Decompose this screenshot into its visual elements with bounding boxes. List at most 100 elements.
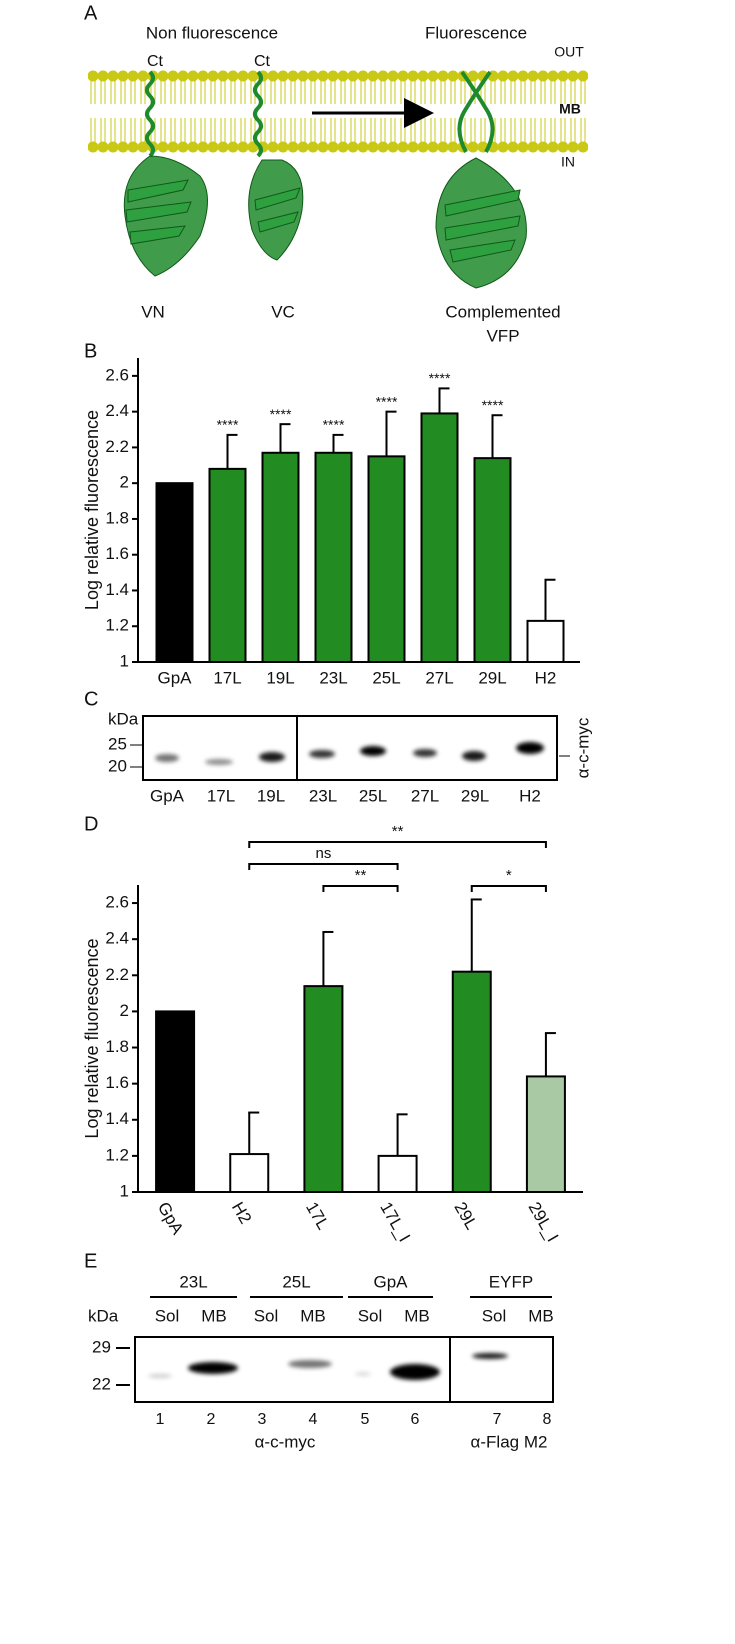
bar: [473, 457, 512, 663]
marker-label: 22: [92, 1374, 111, 1393]
x-tick-label: H2: [228, 1199, 255, 1227]
antibody-label: α-c-myc: [573, 717, 592, 778]
bar: [155, 482, 194, 664]
bar: [155, 1010, 196, 1193]
state-label: Non fluorescence: [146, 23, 278, 42]
y-tick-label: 2.2: [105, 965, 129, 984]
lane-label: 17L: [207, 786, 235, 805]
significance-label: ****: [482, 397, 504, 413]
significance-label: ****: [270, 406, 292, 422]
lane-label: 25L: [359, 786, 387, 805]
lane-label: 29L: [461, 786, 489, 805]
significance-label: ****: [217, 417, 239, 433]
significance-bracket: [470, 885, 547, 892]
x-tick-label: 29L: [478, 668, 506, 687]
x-tick-label: 17L_I: [376, 1199, 414, 1245]
significance-label: ****: [323, 417, 345, 433]
proteins: [123, 155, 527, 289]
lane-number: 3: [258, 1411, 267, 1428]
significance-bracket: [322, 885, 399, 892]
bar: [229, 1153, 270, 1193]
fraction-label: MB: [300, 1306, 326, 1325]
band: [259, 752, 285, 762]
band: [188, 1362, 238, 1374]
x-tick-label: 29L_I: [525, 1199, 563, 1245]
lane-number: 1: [156, 1411, 165, 1428]
significance-bracket: [248, 841, 547, 848]
band: [472, 1353, 508, 1359]
terminus-label: Ct: [147, 53, 164, 70]
panel-label: A: [84, 2, 98, 24]
panel-label: B: [84, 340, 97, 362]
lane-label: 23L: [309, 786, 337, 805]
marker-label: 25: [108, 734, 127, 753]
y-tick-label: 1.4: [105, 1109, 129, 1128]
fraction-label: Sol: [482, 1306, 507, 1325]
lane-number: 8: [543, 1411, 552, 1428]
protein-label: VFP: [486, 326, 519, 345]
y-tick-label: 1: [120, 651, 129, 670]
unit-label: kDa: [108, 709, 139, 728]
marker-label: 20: [108, 756, 127, 775]
unit-label: kDa: [88, 1306, 119, 1325]
y-tick-label: 2.6: [105, 365, 129, 384]
panel-label: E: [84, 1250, 97, 1272]
bar: [526, 619, 565, 664]
y-tick-label: 1.6: [105, 544, 129, 563]
y-tick-label: 1.2: [105, 616, 129, 635]
significance-label: ns: [315, 845, 331, 862]
x-tick-label: 19L: [266, 668, 294, 687]
fraction-label: MB: [201, 1306, 227, 1325]
y-tick-label: 2.6: [105, 893, 129, 912]
protein-label: VN: [141, 302, 165, 321]
bar: [420, 412, 459, 664]
lane-label: 19L: [257, 786, 285, 805]
x-tick-label: 29L: [450, 1199, 481, 1233]
y-tick-label: 1.8: [105, 1037, 129, 1056]
group-label: 25L: [282, 1272, 310, 1291]
band: [413, 749, 437, 757]
terminus-label: Ct: [254, 53, 271, 70]
significance-label: ****: [376, 393, 398, 409]
protein-label: VC: [271, 302, 295, 321]
lane-number: 2: [207, 1411, 216, 1428]
group-label: EYFP: [489, 1272, 533, 1291]
band: [148, 1374, 172, 1378]
bar: [525, 1075, 566, 1194]
band: [390, 1364, 440, 1380]
y-tick-label: 1.2: [105, 1145, 129, 1164]
marker-label: 29: [92, 1337, 111, 1356]
x-tick-label: 23L: [319, 668, 347, 687]
side-label: MB: [559, 101, 581, 117]
group-label: 23L: [179, 1272, 207, 1291]
bar: [367, 455, 406, 663]
lane-number: 4: [309, 1411, 318, 1428]
fraction-label: MB: [404, 1306, 430, 1325]
fraction-label: Sol: [254, 1306, 279, 1325]
lane-number: 5: [361, 1411, 370, 1428]
band: [462, 751, 486, 761]
x-tick-label: 17L: [302, 1199, 333, 1233]
x-tick-label: H2: [535, 668, 557, 687]
y-tick-label: 2: [120, 1001, 129, 1020]
y-axis-title: Log relative fluorescence: [82, 938, 102, 1138]
y-tick-label: 1.8: [105, 508, 129, 527]
x-tick-label: 27L: [425, 668, 453, 687]
band: [516, 742, 544, 754]
lane-label: 27L: [411, 786, 439, 805]
bar: [303, 985, 344, 1193]
x-tick-label: GpA: [154, 1199, 188, 1239]
band: [288, 1360, 332, 1368]
fraction-label: Sol: [155, 1306, 180, 1325]
group-label: GpA: [373, 1272, 408, 1291]
x-tick-label: 17L: [213, 668, 241, 687]
y-tick-label: 1.4: [105, 580, 129, 599]
band: [360, 746, 386, 756]
significance-label: **: [392, 823, 404, 840]
band: [309, 750, 335, 758]
band: [355, 1372, 371, 1376]
side-label: IN: [561, 154, 575, 170]
significance-label: *: [506, 867, 512, 884]
